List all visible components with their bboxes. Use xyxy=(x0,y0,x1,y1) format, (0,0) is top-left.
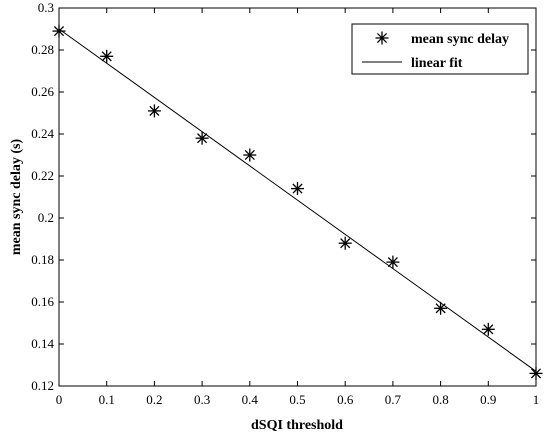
x-tick-label: 0.1 xyxy=(99,392,115,407)
x-tick-label: 0.9 xyxy=(480,392,496,407)
marker-layer xyxy=(52,24,543,380)
x-tick-label: 0.2 xyxy=(146,392,162,407)
x-tick-label: 0 xyxy=(56,392,63,407)
y-tick-label: 0.2 xyxy=(38,210,54,225)
legend-label-fit: linear fit xyxy=(411,56,463,71)
x-axis-ticks: 0 0.1 0.2 0.3 0.4 0.5 0.6 0.7 0.8 0.9 1 xyxy=(56,8,540,407)
data-point-marker xyxy=(147,104,161,118)
legend-asterisk-shape xyxy=(375,31,389,45)
x-tick-label: 0.5 xyxy=(289,392,305,407)
x-tick-label: 1 xyxy=(533,392,540,407)
x-axis-label: dSQI threshold xyxy=(251,418,343,433)
data-point-marker xyxy=(291,182,304,196)
y-axis-label: mean sync delay (s) xyxy=(9,139,24,256)
y-tick-label: 0.22 xyxy=(31,168,54,183)
data-point-marker xyxy=(529,366,543,380)
y-tick-label: 0.12 xyxy=(31,378,54,393)
y-tick-label: 0.24 xyxy=(31,126,54,141)
y-tick-label: 0.14 xyxy=(31,336,54,351)
legend-box xyxy=(351,23,529,75)
x-tick-label: 0.3 xyxy=(194,392,210,407)
x-tick-label: 0.7 xyxy=(385,392,402,407)
legend: mean sync delay linear fit xyxy=(351,23,529,75)
y-tick-label: 0.26 xyxy=(31,84,54,99)
legend-asterisk-icon xyxy=(375,31,389,45)
data-point-marker xyxy=(195,131,209,145)
y-axis-ticks: 0.12 0.14 0.16 0.18 0.2 0.22 0.24 0.26 0.28 0.3 xyxy=(31,0,536,393)
y-tick-label: 0.3 xyxy=(38,0,54,15)
x-tick-label: 0.6 xyxy=(337,392,354,407)
data-point-marker xyxy=(243,148,257,162)
legend-label-markers: mean sync delay xyxy=(411,32,509,47)
data-point-marker xyxy=(338,236,352,250)
data-point-marker xyxy=(481,322,495,336)
linear-fit-line xyxy=(58,28,537,372)
data-point-marker xyxy=(100,49,114,63)
data-point-marker xyxy=(386,255,400,269)
data-point-marker xyxy=(434,301,448,315)
fit-layer xyxy=(58,28,537,372)
x-tick-label: 0.8 xyxy=(432,392,448,407)
y-tick-label: 0.28 xyxy=(31,42,54,57)
x-tick-label: 0.4 xyxy=(242,392,259,407)
data-point-marker xyxy=(52,24,66,38)
y-tick-label: 0.18 xyxy=(31,252,54,267)
y-tick-label: 0.16 xyxy=(31,294,54,309)
